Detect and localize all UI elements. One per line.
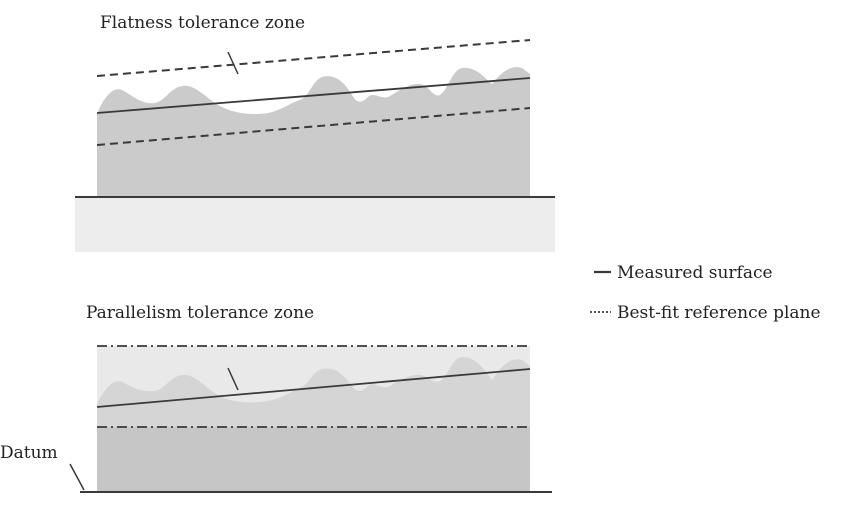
flatness-base-block — [75, 197, 555, 252]
parallelism-part-body — [97, 427, 530, 492]
parallelism-best-fit-plane — [96, 368, 531, 408]
parallelism-label: Parallelism tolerance zone — [86, 303, 314, 323]
parallelism-leader — [227, 367, 239, 391]
flatness-best-fit-plane — [96, 77, 531, 114]
legend: Measured surface Best-fit reference plan… — [590, 263, 821, 323]
legend-bestfit-label: Best-fit reference plane — [617, 303, 821, 323]
legend-measured-label: Measured surface — [617, 263, 773, 283]
parallelism-figure: Parallelism tolerance zone Datum — [0, 303, 552, 493]
flatness-leader — [227, 51, 239, 75]
flatness-figure: Flatness tolerance zone — [75, 13, 555, 252]
flatness-part-body — [97, 67, 530, 197]
datum-label: Datum — [0, 443, 58, 463]
flatness-label: Flatness tolerance zone — [100, 13, 305, 33]
flatness-zone-upper — [96, 39, 531, 77]
flatness-zone-lower — [96, 107, 531, 146]
datum-leader — [69, 463, 85, 491]
